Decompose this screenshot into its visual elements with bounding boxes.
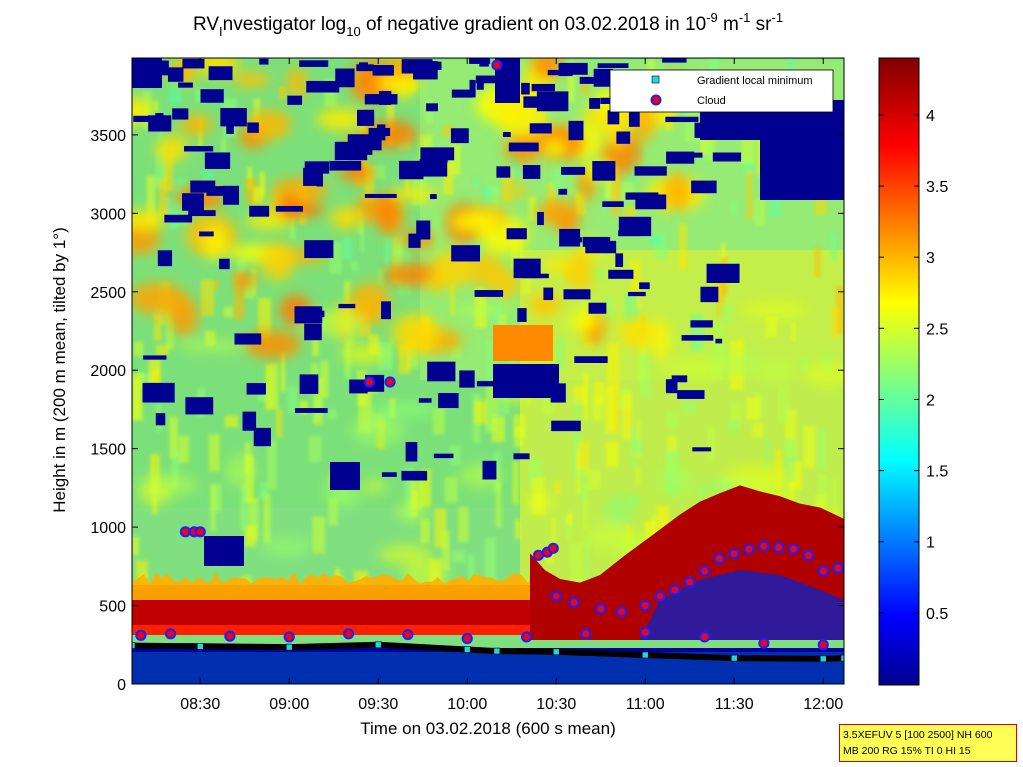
cloud-point <box>817 565 829 577</box>
chart-title: RVInvestigator log10 of negative gradien… <box>193 10 783 39</box>
x-axis-label: Time on 03.02.2018 (600 s mean) <box>360 719 615 738</box>
gradient-minimum-point <box>641 651 649 659</box>
y-tick-label: 3500 <box>90 128 126 145</box>
y-tick-label: 500 <box>99 599 126 616</box>
x-tick-label: 12:00 <box>803 696 843 713</box>
colorbar: 0.5 1 1.5 2 2.5 3 3.5 4 <box>878 57 948 686</box>
info-line-2: MB 200 RG 15% TI 0 HI 15 <box>843 745 971 757</box>
cloud-point <box>135 629 147 641</box>
y-axis: 0 500 1000 1500 2000 2500 3000 3500 <box>90 128 844 694</box>
gradient-minimum-point <box>196 643 204 650</box>
cloud-point <box>787 543 800 555</box>
cloud-point <box>194 526 206 538</box>
info-box: 3.5XEFUV 5 [100 2500] NH 600 MB 200 RG 1… <box>839 724 1017 762</box>
cloud-point <box>550 590 562 602</box>
cloud-point <box>224 630 236 642</box>
cloud-point <box>698 631 711 643</box>
cloud-point <box>758 637 770 649</box>
y-tick-label: 3000 <box>90 206 126 223</box>
gradient-minimum-point <box>374 641 382 649</box>
cloud-point <box>580 628 592 640</box>
y-axis-label: Height in m (200 m mean, tilted by 1°) <box>50 227 69 513</box>
y-tick-label: 1000 <box>90 520 126 537</box>
colorbar-tick-label: 0.5 <box>926 606 948 623</box>
cloud-point <box>669 584 681 596</box>
cloud-point <box>758 540 770 552</box>
cloud-point <box>615 606 628 618</box>
cloud-point <box>684 576 696 588</box>
info-line-1: 3.5XEFUV 5 [100 2500] NH 600 <box>843 729 993 741</box>
colorbar-tick-label: 3.5 <box>926 179 948 196</box>
cloud-point <box>342 628 355 640</box>
x-tick-label: 10:00 <box>447 696 487 713</box>
colorbar-tick-label: 2.5 <box>926 321 948 338</box>
cloud-point <box>491 59 503 71</box>
legend-label-cloud: Cloud <box>697 95 726 107</box>
cloud-point <box>532 549 545 561</box>
gradient-minimum-point <box>285 643 293 651</box>
cloud-point <box>654 590 666 602</box>
cloud-point <box>802 549 815 561</box>
heatmap-area <box>132 58 844 684</box>
x-axis: 08:30 09:00 09:30 10:00 10:30 11:00 11:30 12:00 <box>180 58 843 713</box>
gradient-minimum-point <box>132 642 136 649</box>
cloud-point <box>832 562 844 574</box>
cloud-point <box>547 542 559 554</box>
cloud-point <box>461 632 473 645</box>
x-tick-label: 08:30 <box>180 696 220 713</box>
gradient-minimum-point <box>819 655 827 663</box>
cloud-point <box>773 541 785 554</box>
gradient-minimum-point <box>552 648 560 656</box>
colorbar-tick-label: 4 <box>926 108 935 125</box>
x-tick-label: 11:00 <box>626 696 665 713</box>
gradient-minimum-point <box>463 646 471 653</box>
cloud-point <box>728 548 740 560</box>
colorbar-tick-label: 2 <box>926 392 935 409</box>
cloud-point <box>743 543 755 555</box>
gradient-minimum-marker-icon <box>651 75 660 84</box>
x-tick-label: 09:30 <box>358 696 398 713</box>
y-tick-label: 2500 <box>90 285 126 302</box>
colorbar-tick-label: 1 <box>926 535 935 552</box>
y-tick-label: 0 <box>117 677 126 694</box>
x-tick-label: 10:30 <box>536 696 576 713</box>
legend-box <box>609 69 834 113</box>
gradient-minimum-point <box>493 647 501 655</box>
cloud-point <box>363 376 375 388</box>
y-tick-label: 1500 <box>90 442 126 459</box>
cloud-point <box>568 596 580 609</box>
legend-label-gradient-minimum: Gradient local minimum <box>697 75 813 87</box>
cloud-point <box>698 565 711 577</box>
x-tick-label: 09:00 <box>269 696 309 713</box>
x-tick-label: 11:30 <box>715 696 754 713</box>
cloud-point <box>402 628 414 641</box>
colorbar-tick-label: 1.5 <box>926 464 948 481</box>
colorbar-scale <box>878 57 920 686</box>
y-tick-label: 2000 <box>90 363 126 380</box>
cloud-point <box>179 526 191 538</box>
cloud-point <box>520 631 533 643</box>
cloud-point <box>164 628 177 640</box>
colorbar-tick-label: 3 <box>926 250 935 267</box>
cloud-point <box>639 599 651 612</box>
cloud-point <box>817 639 829 651</box>
cloud-point <box>713 552 726 565</box>
cloud-point <box>639 626 651 638</box>
cloud-marker-icon <box>650 94 662 106</box>
gradient-minimum-point <box>840 654 844 662</box>
cloud-point <box>384 376 396 388</box>
gradient-minimum-point <box>730 654 738 662</box>
cloud-point <box>595 603 607 615</box>
cloud-point <box>283 631 295 643</box>
plot-frame <box>131 57 845 685</box>
legend: Gradient local minimum Cloud <box>609 69 834 113</box>
